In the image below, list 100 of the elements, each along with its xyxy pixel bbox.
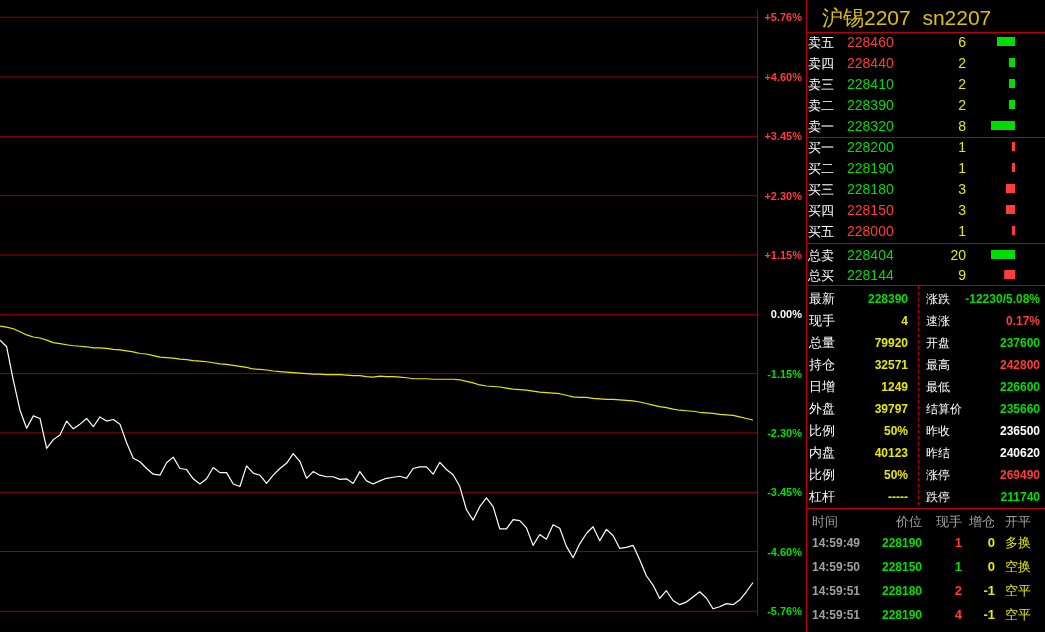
text: 242800	[999, 358, 1041, 372]
y-tick-label: -5.76%	[767, 605, 803, 618]
text: 14:59:49	[812, 536, 861, 550]
text: 多换	[1005, 535, 1031, 550]
y-tick-label: 228440	[847, 55, 894, 71]
y-tick-label: 228390	[847, 97, 894, 113]
text: 1249	[881, 380, 909, 394]
text: 增仓	[968, 514, 995, 529]
text: 速涨	[926, 314, 950, 328]
text: 杠杆	[808, 489, 835, 504]
text: 时间	[812, 514, 838, 529]
bar	[1006, 205, 1015, 214]
text: 买四	[808, 203, 834, 218]
text: 持仓	[809, 357, 835, 372]
text: 32571	[874, 358, 909, 372]
y-tick-label: 228190	[847, 160, 894, 176]
text: 50%	[883, 468, 909, 482]
y-tick-label: 228180	[847, 181, 894, 197]
text: 最高	[926, 358, 950, 372]
data-label: 6	[958, 34, 967, 50]
text: 50%	[883, 424, 909, 438]
text: 0.17%	[1005, 314, 1041, 328]
text: 空平	[1005, 607, 1031, 622]
chart-title: 沪锡2207 sn2207	[822, 6, 992, 29]
text: 昨结	[926, 446, 950, 460]
text: 最新	[809, 291, 835, 306]
text: 价位	[895, 514, 922, 529]
data-label: 1	[958, 223, 967, 239]
text: 卖三	[808, 77, 834, 92]
y-tick-label: -4.60%	[767, 545, 803, 558]
text: 比例	[809, 423, 835, 438]
data-label: 9	[958, 267, 967, 283]
text: -12230/5.08%	[965, 292, 1041, 306]
text: -1	[983, 583, 995, 598]
text: 昨收	[926, 424, 950, 438]
y-tick-label: -3.45%	[767, 486, 803, 499]
text: 228190	[881, 608, 923, 622]
text: 79920	[874, 336, 909, 350]
bar	[1012, 142, 1015, 151]
text: 结算价	[926, 402, 962, 416]
text: 空平	[1005, 583, 1031, 598]
data-label: 2	[958, 55, 967, 71]
y-tick-label: -2.30%	[767, 426, 803, 439]
text: 228190	[881, 536, 923, 550]
y-tick-label: 0.00%	[770, 308, 803, 321]
text: 228390	[867, 292, 909, 306]
y-tick-label: +2.30%	[764, 189, 803, 202]
bar	[1009, 79, 1015, 88]
text: 211740	[1000, 490, 1041, 504]
y-tick-label: 228200	[847, 139, 894, 155]
text: 日增	[809, 379, 835, 394]
data-label: 1	[958, 139, 967, 155]
text: 269490	[999, 468, 1041, 482]
bar	[997, 37, 1015, 46]
text: 237600	[999, 336, 1041, 350]
text: 4	[901, 314, 909, 328]
text: 最低	[926, 380, 950, 394]
y-tick-label: +1.15%	[764, 248, 803, 261]
y-tick-label: +4.60%	[764, 71, 803, 84]
bar	[1012, 163, 1015, 172]
text: 2	[954, 583, 962, 598]
text: 涨跌	[926, 292, 950, 306]
data-label: 8	[958, 118, 967, 134]
bar	[1006, 184, 1015, 193]
text: 内盘	[809, 445, 835, 460]
text: 卖二	[808, 98, 834, 113]
y-tick-label: 228320	[847, 118, 894, 134]
text: 228180	[881, 584, 923, 598]
text: 14:59:51	[812, 584, 861, 598]
text: -1	[983, 607, 995, 622]
y-tick-label: 228150	[847, 202, 894, 218]
data-label: 3	[958, 202, 967, 218]
y-tick-label: 228410	[847, 76, 894, 92]
text: 240620	[999, 446, 1041, 460]
text: 买三	[808, 182, 834, 197]
text: 外盘	[809, 401, 835, 416]
text: 总卖	[807, 248, 834, 263]
text: -----	[888, 490, 908, 504]
text: 卖五	[808, 35, 834, 50]
y-tick-label: 228144	[847, 267, 894, 283]
text: 0	[987, 535, 995, 550]
text: 235660	[999, 402, 1041, 416]
text: 开平	[1005, 514, 1031, 529]
text: 买二	[808, 161, 834, 176]
y-tick-label: +5.76%	[764, 11, 803, 24]
y-tick-label: 228404	[847, 247, 894, 263]
bar	[1012, 226, 1015, 235]
text: 总买	[807, 268, 834, 283]
bar	[991, 121, 1015, 130]
text: 14:59:50	[812, 560, 861, 574]
text: 39797	[874, 402, 909, 416]
y-tick-label: 228460	[847, 34, 894, 50]
data-label: 1	[958, 160, 967, 176]
line-series	[0, 325, 754, 421]
text: 4	[954, 607, 963, 622]
text: 现手	[809, 313, 835, 328]
line-series	[0, 339, 754, 610]
y-tick-label: -1.15%	[767, 367, 803, 380]
text: 买一	[808, 140, 834, 155]
text: 开盘	[926, 336, 950, 350]
